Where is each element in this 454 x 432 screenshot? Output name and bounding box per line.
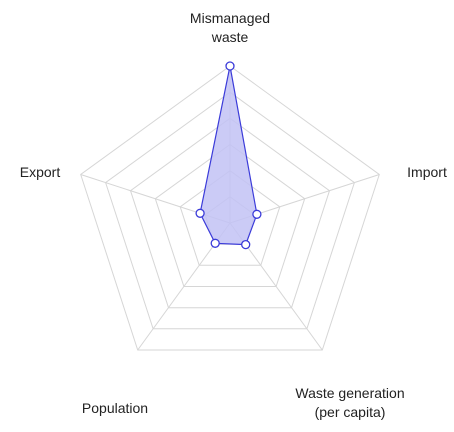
grid-ring-2: [179, 170, 281, 266]
series-area-0: [199, 65, 258, 246]
data-point-4: [195, 208, 205, 218]
grid-ring-6: [80, 65, 380, 351]
data-point-0: [225, 61, 235, 71]
grid-ring-3: [154, 143, 306, 287]
data-point-1: [252, 209, 262, 219]
data-point-2: [241, 239, 251, 250]
axis-label-2: Waste generation (per capita): [295, 385, 404, 420]
axis-label-1: Import: [407, 164, 447, 180]
axis-label-0: Mismanaged waste: [190, 10, 270, 45]
data-point-3: [210, 238, 220, 248]
grid-ring-5: [105, 91, 355, 330]
radar-series: [195, 61, 262, 250]
axis-label-4: Export: [20, 164, 61, 180]
axis-label-3: Population: [82, 400, 148, 416]
grid-ring-4: [129, 117, 331, 309]
axis-labels: Mismanaged waste Import Waste generation (pe…: [20, 10, 447, 420]
